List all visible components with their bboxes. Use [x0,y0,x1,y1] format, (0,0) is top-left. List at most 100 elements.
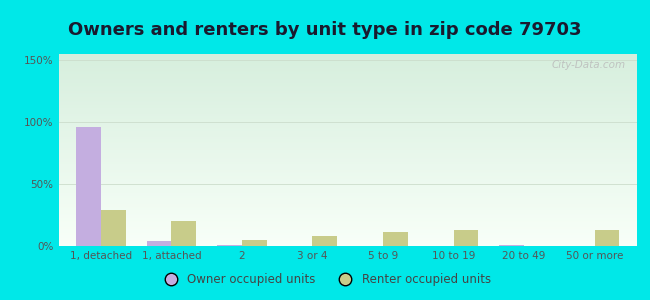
Bar [58,155,637,156]
Bar [58,197,637,198]
Bar [58,227,637,228]
Bar [58,140,637,141]
Bar [58,189,637,190]
Bar [383,232,408,246]
Bar [58,95,637,96]
Bar [58,178,637,179]
Bar [58,144,637,145]
Bar [58,209,637,211]
Bar [58,74,637,75]
Bar [58,84,637,85]
Bar [58,82,637,83]
Bar [58,175,637,176]
Bar [58,143,637,144]
Bar [58,115,637,116]
Bar [58,157,637,158]
Bar [58,105,637,106]
Bar [58,196,637,197]
Bar [58,110,637,111]
Bar [58,174,637,175]
Bar [58,177,637,178]
Bar [58,57,637,58]
Bar [58,100,637,101]
Bar [58,92,637,93]
Bar [58,123,637,124]
Bar [58,79,637,80]
Bar [58,203,637,204]
Bar [58,183,637,184]
Bar [58,58,637,59]
Bar [58,139,637,140]
Bar [58,219,637,220]
Bar [58,125,637,126]
Bar [58,120,637,121]
Bar [58,116,637,117]
Bar [58,167,637,168]
Bar [101,210,125,246]
Bar [58,88,637,89]
Bar [58,187,637,188]
Bar [58,75,637,76]
Bar [58,166,637,167]
Bar [58,171,637,172]
Bar [58,168,637,169]
Bar [58,137,637,139]
Bar [58,80,637,81]
Bar [58,73,637,74]
Bar [58,193,637,194]
Bar [58,128,637,129]
Bar [58,226,637,227]
Bar [58,216,637,217]
Bar [58,223,637,224]
Bar [58,224,637,225]
Bar [58,239,637,240]
Bar [58,228,637,229]
Bar [313,236,337,246]
Bar [58,170,637,171]
Bar [58,149,637,150]
Bar [58,191,637,192]
Bar [147,241,172,246]
Bar [58,119,637,120]
Bar [58,190,637,191]
Bar [217,245,242,246]
Bar [58,61,637,62]
Bar [58,192,637,193]
Bar [58,220,637,221]
Bar [58,185,637,187]
Bar [58,91,637,92]
Bar [58,64,637,65]
Bar [58,122,637,123]
Bar [58,94,637,95]
Bar [58,211,637,212]
Bar [58,200,637,201]
Bar [595,230,619,246]
Bar [58,221,637,222]
Bar [58,182,637,183]
Bar [58,212,637,213]
Text: City-Data.com: City-Data.com [551,60,625,70]
Bar [58,244,637,245]
Bar [58,77,637,78]
Bar [58,111,637,112]
Bar [58,204,637,205]
Bar [58,113,637,115]
Bar [58,172,637,173]
Bar [58,181,637,182]
Bar [58,83,637,84]
Bar [58,147,637,148]
Bar [58,199,637,200]
Bar [58,207,637,208]
Bar [58,217,637,218]
Bar [58,118,637,119]
Bar [58,238,637,239]
Bar [58,99,637,100]
Bar [58,68,637,69]
Bar [58,160,637,161]
Bar [58,127,637,128]
Bar [58,54,637,55]
Bar [58,102,637,103]
Bar [58,184,637,185]
Text: Owners and renters by unit type in zip code 79703: Owners and renters by unit type in zip c… [68,21,582,39]
Bar [58,65,637,67]
